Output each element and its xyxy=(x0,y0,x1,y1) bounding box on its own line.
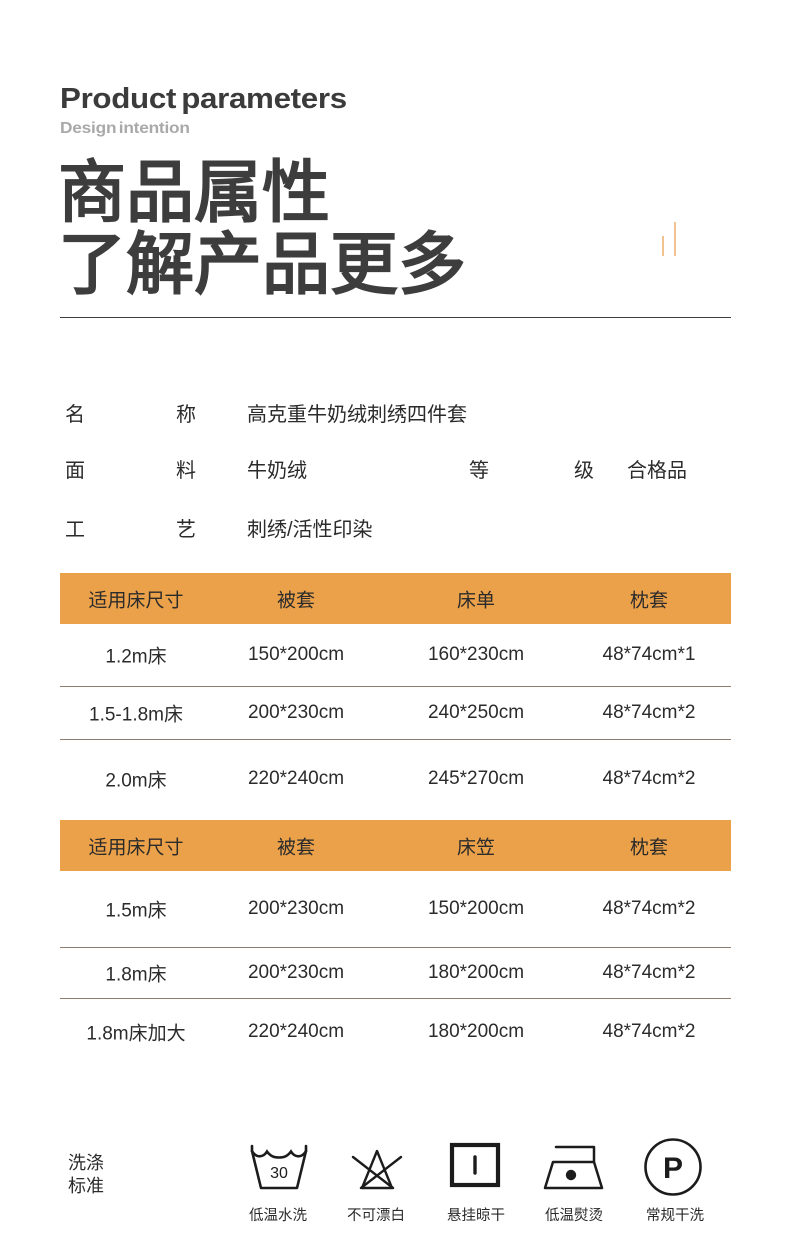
svg-text:P: P xyxy=(663,1152,683,1185)
